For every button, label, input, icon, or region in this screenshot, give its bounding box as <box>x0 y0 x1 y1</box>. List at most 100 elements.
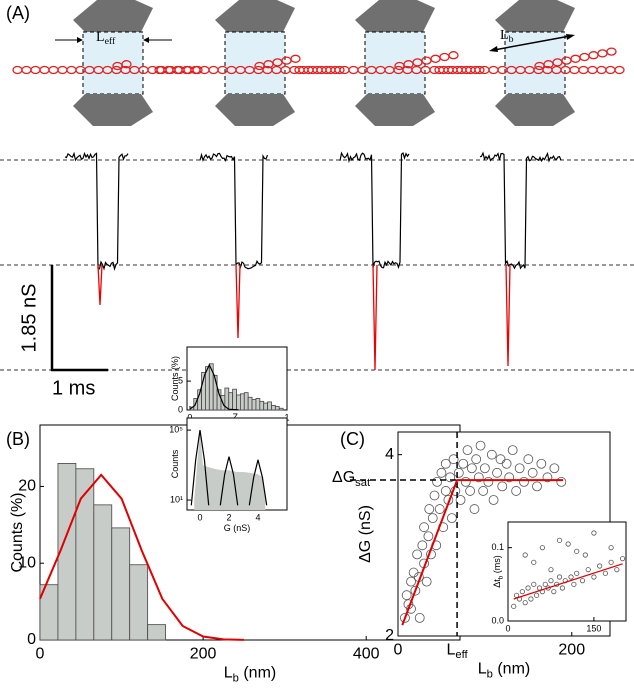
area <box>194 431 266 510</box>
point <box>414 612 425 623</box>
y-tick-label: 10 <box>18 554 36 571</box>
y-axis-label: ΔG (nS) <box>357 505 374 563</box>
spike <box>505 264 511 367</box>
y-axis-label: Counts (%) <box>9 492 26 572</box>
dna-strand <box>154 65 345 75</box>
point <box>410 585 421 596</box>
fit-line <box>219 456 239 506</box>
pore-region <box>224 31 286 95</box>
y-tick-label: 5 <box>178 375 183 385</box>
bar <box>263 402 268 411</box>
x-tick-label: 200 <box>558 642 585 659</box>
arrow-head <box>143 37 149 43</box>
point <box>511 603 517 609</box>
point <box>531 559 537 565</box>
point <box>412 549 423 560</box>
point <box>523 454 534 465</box>
point <box>434 504 445 514</box>
point <box>466 463 477 474</box>
current-trace <box>339 151 410 270</box>
point <box>504 472 515 483</box>
x-tick-label: 0 <box>187 412 192 422</box>
fit-line <box>513 563 623 600</box>
fit-line <box>39 473 244 641</box>
point <box>619 556 626 562</box>
bar <box>239 393 245 411</box>
pore-wall <box>215 94 295 126</box>
bar <box>93 504 113 641</box>
text-part: L <box>96 30 105 45</box>
pore-wall <box>355 94 435 126</box>
point <box>614 567 620 573</box>
subscript: eff <box>455 649 468 661</box>
text-part: ΔG <box>332 469 355 486</box>
point <box>419 522 429 533</box>
text-part: G (nS) <box>224 523 251 533</box>
point <box>432 476 442 487</box>
fit-line <box>189 363 239 411</box>
point <box>582 552 588 558</box>
fit-line <box>248 459 268 506</box>
point <box>453 467 464 478</box>
text-part: (nm) <box>493 661 530 678</box>
point <box>519 589 525 595</box>
subscript: b <box>509 34 514 45</box>
spike <box>235 264 241 339</box>
point <box>423 531 434 542</box>
x-tick-label: 1 <box>284 412 289 422</box>
x-tick-label: 0 <box>505 623 510 633</box>
bar <box>259 400 265 411</box>
point <box>507 445 518 456</box>
y-axis-label: Δtb (ms) <box>492 555 504 588</box>
arrow-head <box>489 46 498 52</box>
point <box>483 476 494 487</box>
pore-region <box>504 31 566 95</box>
bar <box>271 404 276 411</box>
y-tick-label: 4 <box>385 446 394 463</box>
point <box>446 513 457 524</box>
fit-line <box>190 430 210 506</box>
point <box>608 559 614 565</box>
point <box>568 574 574 580</box>
point <box>527 467 538 478</box>
x-tick-label: 200 <box>190 646 217 663</box>
bar <box>247 396 253 411</box>
point <box>519 476 529 487</box>
point <box>542 472 553 483</box>
plot-frame <box>507 521 627 622</box>
text-part: L <box>500 28 509 43</box>
pore-region <box>82 31 144 95</box>
panel-label: (C) <box>340 429 365 449</box>
point <box>469 504 480 514</box>
point <box>514 463 525 474</box>
point <box>556 574 563 580</box>
point <box>585 567 591 573</box>
y-tick-label: 10¹ <box>170 494 183 504</box>
bar <box>129 564 149 641</box>
point <box>556 476 567 487</box>
pore-region <box>364 31 426 95</box>
subscript: b <box>497 575 504 579</box>
bar <box>111 527 131 641</box>
point <box>501 458 512 469</box>
plot: 0 150 0.0 0.1 Δtb (ms) <box>491 521 627 633</box>
text-part: Z <box>232 412 238 422</box>
spike <box>372 264 378 371</box>
point <box>429 490 440 501</box>
dna-strand <box>534 47 617 71</box>
y-tick-label: 2 <box>385 627 394 644</box>
dna-strand <box>12 65 203 75</box>
pore-wall <box>215 0 295 32</box>
bar <box>251 399 257 411</box>
point <box>525 585 531 591</box>
subscript: eff <box>105 36 116 47</box>
text-part: L <box>224 665 233 682</box>
point <box>574 570 580 576</box>
point <box>448 454 459 465</box>
x-tick-label: 0 <box>198 512 203 522</box>
dna-strand <box>294 65 485 75</box>
text-part: Counts (%) <box>170 356 180 401</box>
current-trace <box>64 151 129 272</box>
dg-sat-label: ΔGsat <box>332 469 371 489</box>
